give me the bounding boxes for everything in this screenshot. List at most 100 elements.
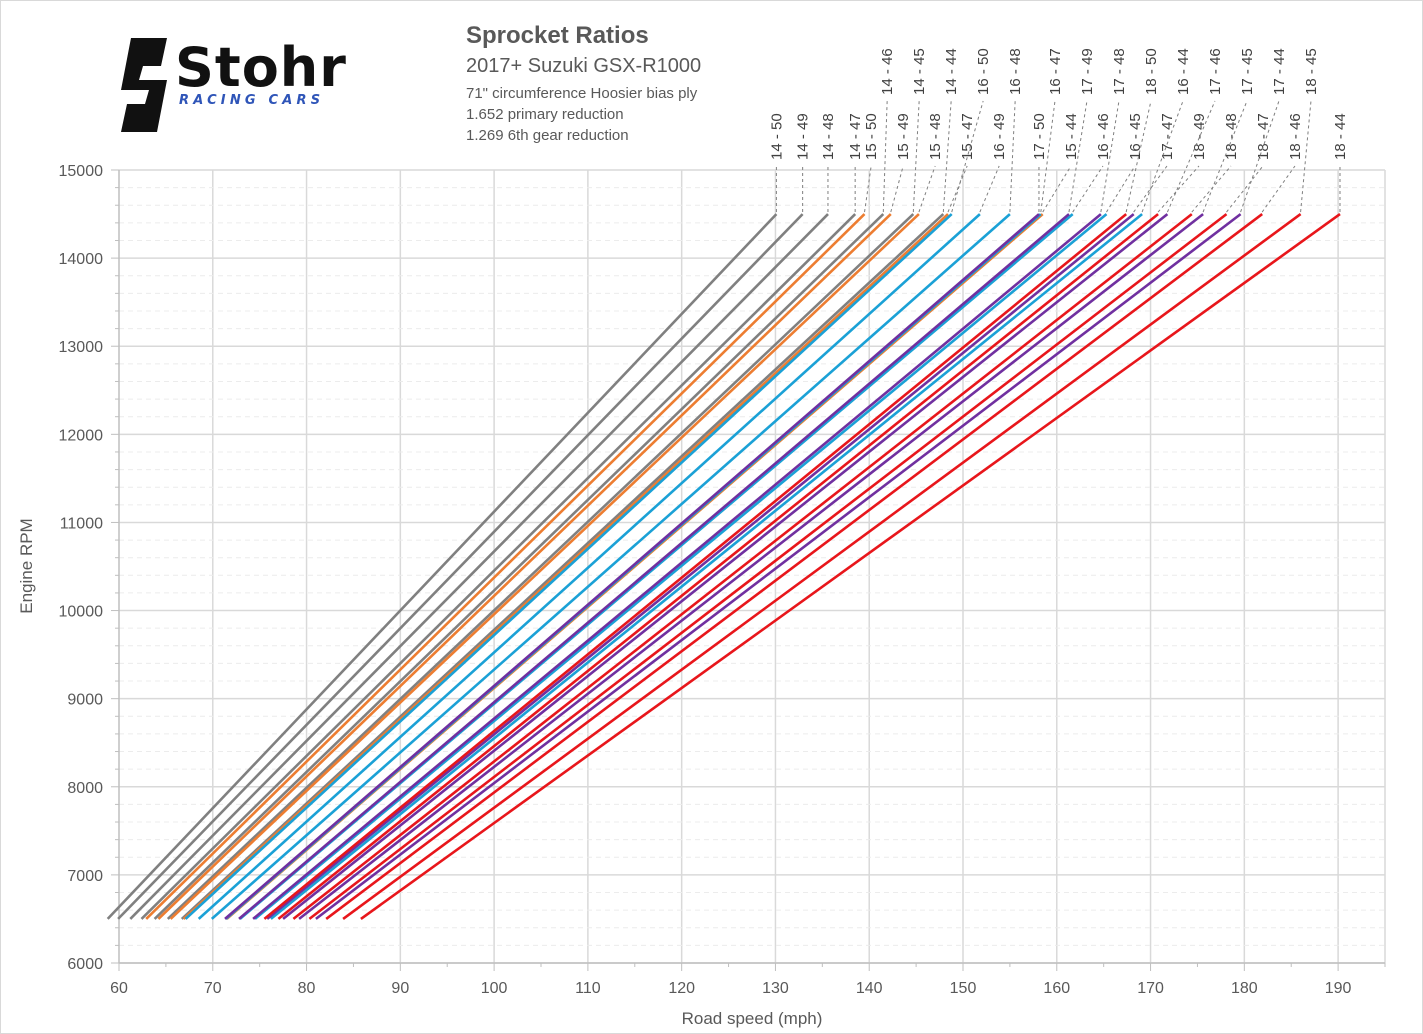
y-tick-label: 15000 [59,163,104,180]
label-leader-line [951,100,984,213]
series-line [184,213,953,920]
note-primary-reduction: 1.652 primary reduction [466,106,624,123]
label-leader-line [1040,100,1056,213]
label-leader-line [1300,100,1312,213]
series-labels: 14 - 50 14 - 49 14 - 48 14 - 47 15 - 50 14 - … [768,48,1349,213]
series-line [360,213,1341,920]
series-line [129,213,829,920]
series-line [266,213,1135,920]
series-label: 16 - 44 [1175,48,1192,95]
series-label: 17 - 48 [1111,48,1128,95]
note-tire: 71" circumference Hoosier bias ply [466,85,698,102]
x-tick-label: 70 [204,980,222,997]
series-line [252,213,1102,920]
series-line [282,213,1169,920]
series-line [182,213,949,920]
x-tick-label: 90 [391,980,409,997]
label-leader-line [1157,165,1200,213]
series-label: 14 - 47 [847,113,864,160]
chart-subtitle: 2017+ Suzuki GSX-R1000 [466,55,702,77]
label-leader-line [1240,100,1280,213]
label-leader-line [1125,100,1152,213]
x-tick-label: 190 [1325,980,1352,997]
label-leader-line [890,165,904,213]
series-label: 18 - 44 [1332,113,1349,160]
series-line [117,213,804,920]
series-label: 17 - 50 [1031,113,1048,160]
x-tick-label: 100 [481,980,508,997]
series-label: 18 - 47 [1255,113,1272,160]
series-line [277,213,1159,920]
x-tick-label: 150 [950,980,977,997]
series-label: 17 - 44 [1271,48,1288,95]
series-label: 17 - 47 [1159,113,1176,160]
series-label: 14 - 48 [820,113,837,160]
series-label: 14 - 49 [795,113,812,160]
y-tick-label: 12000 [59,427,104,444]
series-label: 18 - 50 [1143,48,1160,95]
series-line [106,213,778,920]
series-line [210,213,1011,920]
series-label: 14 - 46 [879,48,896,95]
series-label: 14 - 44 [943,48,960,95]
series-label: 18 - 46 [1287,113,1304,160]
series-label: 16 - 50 [975,48,992,95]
series-line [263,213,1128,920]
x-tick-label: 180 [1231,980,1258,997]
label-leader-line [947,165,968,213]
x-tick-label: 110 [575,980,601,997]
label-leader-line [979,165,1000,213]
series-label: 14 - 45 [911,48,928,95]
note-gear-reduction: 1.269 6th gear reduction [466,127,629,144]
series-line [270,213,1143,920]
series-label: 15 - 47 [959,113,976,160]
series-line [157,213,892,920]
series-label: 18 - 48 [1223,113,1240,160]
stohr-s-mark-icon [121,38,167,132]
series-line [238,213,1070,920]
series-line [224,213,1040,920]
label-leader-line [1191,165,1232,213]
x-tick-label: 140 [856,980,883,997]
series-line [166,213,915,920]
series-label: 14 - 50 [768,113,785,160]
series-lines [106,213,1341,920]
series-label: 16 - 48 [1007,48,1024,95]
x-tick-label: 170 [1137,980,1164,997]
series-line [145,213,866,920]
axes: 6000 7000 8000 9000 10000 11000 12000 13000 1400… [59,163,1386,997]
series-line [342,213,1302,920]
y-axis-title: Engine RPM [17,518,36,613]
x-tick-label: 60 [110,980,128,997]
label-leader-line [942,100,952,213]
series-label: 15 - 44 [1063,113,1080,160]
label-leader-line [1009,100,1016,213]
series-line [254,213,1108,920]
y-tick-label: 7000 [67,868,103,885]
series-label: 15 - 48 [927,113,944,160]
x-tick-label: 80 [298,980,316,997]
stohr-logo: Stohr RACING CARS [117,36,407,136]
series-label: 16 - 45 [1127,113,1144,160]
series-line [169,213,920,920]
x-tick-label: 120 [668,980,695,997]
series-label: 17 - 49 [1079,48,1096,95]
logo-wordmark: Stohr [175,36,347,99]
label-leader-line [1068,100,1088,213]
label-leader-line [1141,100,1184,213]
label-leader-line [882,100,888,213]
series-line [292,213,1193,920]
series-label: 18 - 45 [1303,48,1320,95]
label-leader-line [912,100,920,213]
series-label: 18 - 49 [1191,113,1208,160]
series-line [298,213,1204,920]
y-tick-label: 11000 [60,515,103,532]
logo-tagline: RACING CARS [179,93,325,108]
series-label: 16 - 46 [1095,113,1112,160]
series-label: 15 - 49 [895,113,912,160]
series-line [153,213,885,920]
x-axis-title: Road speed (mph) [682,1009,823,1028]
series-line [308,213,1228,920]
label-leader-line [918,165,936,213]
